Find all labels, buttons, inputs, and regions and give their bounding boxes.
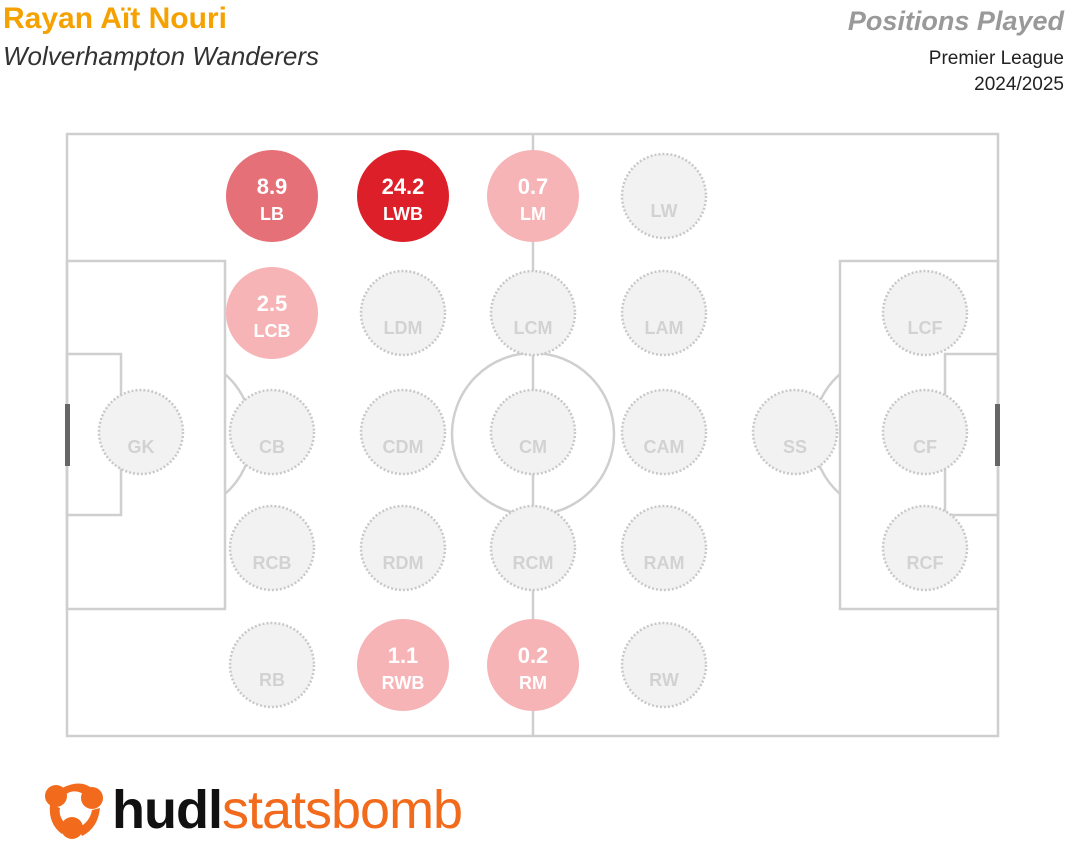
position-rdm: RDM [359,504,447,592]
position-rcf: RCF [881,504,969,592]
position-lb: 8.9 LB [226,150,318,242]
right-goal [995,404,1000,466]
position-circle [228,388,316,476]
position-lcf: LCF [881,269,969,357]
position-label: LCM [514,318,553,338]
position-circle [881,269,969,357]
position-circle [226,267,318,359]
position-label: RCB [253,553,292,573]
position-rcb: RCB [228,504,316,592]
position-label: RM [519,673,547,693]
position-circle [620,152,708,240]
position-circle [228,504,316,592]
left-goal [65,404,70,466]
position-rb: RB [228,621,316,709]
position-circle [620,504,708,592]
position-cm: CM [489,388,577,476]
position-label: CDM [383,437,424,457]
position-lam: LAM [620,269,708,357]
position-rcm: RCM [489,504,577,592]
position-label: RB [259,670,285,690]
season: 2024/2025 [974,74,1064,95]
position-circle [228,621,316,709]
position-label: RAM [644,553,685,573]
position-circle [489,388,577,476]
position-label: LB [260,204,284,224]
position-value: 8.9 [257,174,288,199]
position-lw: LW [620,152,708,240]
position-circle [620,269,708,357]
logo-hudl: hudl [112,780,223,840]
position-label: CF [913,437,937,457]
position-circle [357,150,449,242]
position-lcm: LCM [489,269,577,357]
position-ram: RAM [620,504,708,592]
position-label: SS [783,437,807,457]
position-value: 2.5 [257,291,288,316]
position-cam: CAM [620,388,708,476]
position-rw: RW [620,621,708,709]
position-rm: 0.2 RM [487,619,579,711]
position-lm: 0.7 LM [487,150,579,242]
position-circle [359,504,447,592]
position-circle [97,388,185,476]
position-rwb: 1.1 RWB [357,619,449,711]
position-label: LAM [645,318,684,338]
position-label: RCM [513,553,554,573]
position-ss: SS [751,388,839,476]
team-name: Wolverhampton Wanderers [3,41,319,71]
position-circle [226,150,318,242]
position-circle [620,621,708,709]
position-circle [751,388,839,476]
position-label: LM [520,204,546,224]
position-gk: GK [97,388,185,476]
position-value: 0.7 [518,174,549,199]
position-label: LCF [908,318,943,338]
chart-title: Positions Played [847,6,1064,36]
hudl-statsbomb-logo: hudl statsbomb [42,778,463,842]
position-label: LWB [383,204,423,224]
position-label: GK [128,437,155,457]
position-circle [359,269,447,357]
position-value: 1.1 [388,643,419,668]
position-cdm: CDM [359,388,447,476]
logo-statsbomb: statsbomb [221,780,463,840]
position-cb: CB [228,388,316,476]
position-lcb: 2.5 LCB [226,267,318,359]
player-name: Rayan Aït Nouri [3,2,227,35]
position-circle [357,619,449,711]
position-circle [881,504,969,592]
position-label: RWB [382,673,425,693]
competition: Premier League [928,48,1064,69]
position-label: LDM [384,318,423,338]
position-circle [487,150,579,242]
position-lwb: 24.2 LWB [357,150,449,242]
position-circle [489,269,577,357]
position-circle [489,504,577,592]
statsbomb-logo-icon [45,783,103,839]
position-circle [487,619,579,711]
position-circle [620,388,708,476]
position-circle [359,388,447,476]
position-label: CB [259,437,285,457]
position-label: RW [649,670,679,690]
position-label: RCF [907,553,944,573]
position-cf: CF [881,388,969,476]
position-label: RDM [383,553,424,573]
position-label: LW [651,201,678,221]
position-label: LCB [254,321,291,341]
position-value: 0.2 [518,643,549,668]
position-ldm: LDM [359,269,447,357]
position-value: 24.2 [382,174,425,199]
position-label: CAM [644,437,685,457]
position-circle [881,388,969,476]
position-label: CM [519,437,547,457]
